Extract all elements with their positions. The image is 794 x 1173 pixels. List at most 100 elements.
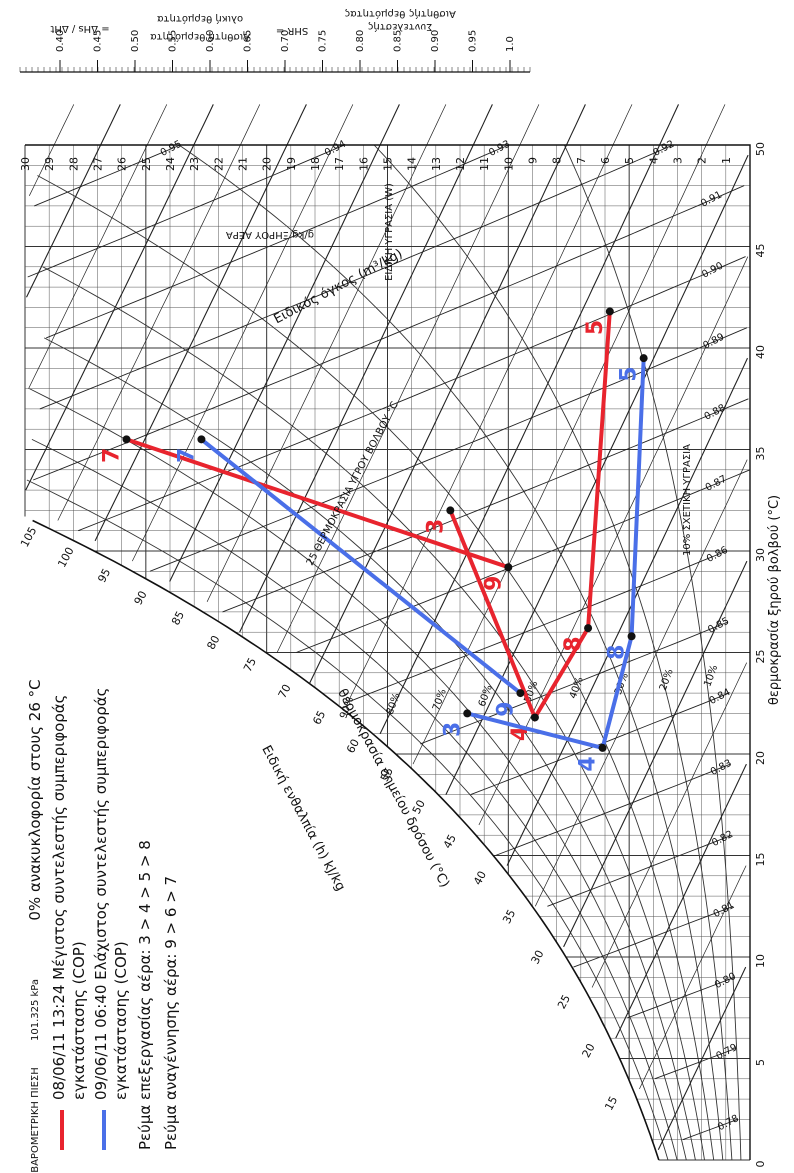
data-point bbox=[504, 563, 513, 572]
volume-tick-label: 0.84 bbox=[708, 687, 733, 707]
y-tick-label: 29 bbox=[43, 157, 56, 171]
data-point-label: 8 bbox=[605, 645, 630, 660]
data-point-label: 9 bbox=[481, 576, 506, 591]
y-axis-unit: g/kg ΞΗΡΟΥ ΑΕΡΑ bbox=[226, 229, 314, 240]
data-point bbox=[197, 435, 206, 444]
enthalpy-label: Ειδική ενθαλπία (h) kJ/kg bbox=[258, 743, 348, 893]
data-point bbox=[627, 632, 636, 641]
enthalpy-tick-label: 25 bbox=[555, 993, 573, 1011]
pressure-value: 101.325 kPa bbox=[30, 979, 41, 1041]
enthalpy-line bbox=[57, 104, 261, 521]
shr-tick-label: 0.95 bbox=[468, 30, 479, 52]
enthalpy-line bbox=[379, 104, 679, 734]
y-tick-label: 23 bbox=[188, 157, 201, 171]
series-2: 3 4 8 5 9 7 bbox=[174, 354, 648, 772]
enthalpy-line bbox=[506, 357, 748, 866]
x-tick-label: 45 bbox=[754, 244, 767, 258]
enthalpy-line bbox=[534, 459, 748, 907]
volume-tick-label: 0.88 bbox=[703, 403, 728, 423]
volume-line bbox=[420, 621, 729, 745]
volume-tick-label: 0.89 bbox=[701, 332, 726, 352]
enthalpy-tick-label: 15 bbox=[602, 1094, 620, 1112]
data-point-label: 3 bbox=[423, 519, 448, 534]
enthalpy-line bbox=[347, 104, 633, 704]
enthalpy-line bbox=[131, 104, 354, 562]
y-tick-label: 5 bbox=[623, 157, 636, 164]
volume-tick-label: 0.94 bbox=[323, 139, 348, 159]
enthalpy-tick-label: 20 bbox=[580, 1041, 598, 1059]
enthalpy-tick-label: 65 bbox=[310, 708, 328, 726]
series-line bbox=[465, 356, 646, 751]
volume-tick-label: 0.78 bbox=[716, 1113, 741, 1133]
legend-series2-line2: εγκατάστασης (COP) bbox=[112, 941, 130, 1100]
enthalpy-line bbox=[591, 662, 748, 988]
legend-series2-line1: 09/06/11 06:40 Ελάχιστος συντελεστής συμ… bbox=[92, 688, 110, 1100]
volume-line bbox=[495, 763, 731, 856]
volume-line bbox=[149, 327, 748, 572]
y-tick-label: 9 bbox=[527, 157, 540, 164]
y-tick-label: 22 bbox=[212, 157, 225, 171]
y-tick-label: 16 bbox=[357, 157, 370, 171]
data-point-label: 5 bbox=[583, 320, 608, 335]
pressure-label: ΒΑΡΟΜΕΤΡΙΚΗ ΠΙΕΣΗ bbox=[30, 1067, 41, 1173]
shr-tick-label: 0.70 bbox=[280, 30, 291, 52]
shr-tick-label: 0.85 bbox=[393, 30, 404, 52]
enthalpy-line bbox=[412, 104, 726, 765]
enthalpy-line bbox=[28, 104, 168, 389]
volume-line bbox=[296, 469, 751, 653]
x-axis-label: θερμοκρασία ξηρού βολβού (°C) bbox=[767, 495, 782, 705]
enthalpy-tick-label: 85 bbox=[169, 609, 187, 627]
enthalpy-tick-label: 105 bbox=[18, 525, 39, 550]
shr-tick-label: 0.55 bbox=[168, 30, 179, 52]
x-tick-label: 25 bbox=[754, 650, 767, 664]
rh-curve bbox=[563, 144, 742, 1161]
x-tick-label: 0 bbox=[754, 1161, 767, 1168]
rh-curve bbox=[42, 266, 705, 1161]
y-tick-label: 4 bbox=[647, 157, 660, 164]
enthalpy-tick-label: 30 bbox=[529, 948, 547, 966]
enthalpy-line bbox=[276, 104, 540, 653]
y-tick-label: 17 bbox=[333, 157, 346, 171]
volume-line bbox=[627, 976, 735, 1019]
rh-tick-label: 60% bbox=[477, 684, 495, 709]
x-tick-label: 20 bbox=[754, 751, 767, 765]
rh-curve bbox=[29, 388, 687, 1161]
shr-protractor: 0.40 0.45 0.50 0.55 0.60 0.65 0.70 0.75 0.80 0.85… bbox=[19, 30, 531, 73]
volume-tick-label: 0.86 bbox=[705, 545, 730, 565]
volume-tick-label: 0.91 bbox=[699, 189, 724, 209]
series-line bbox=[124, 437, 511, 570]
data-point-label: 5 bbox=[617, 366, 642, 381]
data-point bbox=[639, 354, 648, 363]
volume-line bbox=[27, 144, 345, 278]
rh-tick-label: 70% bbox=[431, 688, 449, 713]
y-tick-label: 14 bbox=[406, 157, 419, 171]
volume-tick-label: 0.90 bbox=[700, 261, 725, 281]
enthalpy-tick-label: 55 bbox=[378, 765, 396, 783]
y-tick-label: 18 bbox=[309, 157, 322, 171]
legend: ΒΑΡΟΜΕΤΡΙΚΗ ΠΙΕΣΗ 101.325 kPa 0% ανακυκλ… bbox=[26, 679, 180, 1172]
volume-tick-label: 0.79 bbox=[714, 1042, 739, 1062]
enthalpy-tick-label: 50 bbox=[410, 798, 428, 816]
shr-tick-label: 0.90 bbox=[430, 30, 441, 52]
enthalpy-tick-label: 45 bbox=[441, 832, 459, 850]
shr-tick-label: 0.45 bbox=[93, 30, 104, 52]
y-tick-label: 13 bbox=[430, 157, 443, 171]
enthalpy-line bbox=[639, 865, 747, 1090]
y-tick-label: 3 bbox=[672, 157, 685, 164]
enthalpy-line bbox=[615, 763, 747, 1039]
series-line bbox=[199, 437, 523, 696]
series-line bbox=[448, 309, 612, 722]
y-tick-label: 25 bbox=[140, 157, 153, 171]
chart-frame bbox=[25, 144, 751, 1160]
enthalpy-tick-label: 40 bbox=[471, 869, 489, 887]
y-tick-label: 2 bbox=[696, 157, 709, 164]
volume-line bbox=[547, 834, 732, 907]
rh-curve bbox=[178, 144, 724, 1161]
rh-curve bbox=[26, 479, 669, 1161]
shr-formula-den: ολική θερμότητα bbox=[157, 13, 244, 25]
y-tick-label: 12 bbox=[454, 157, 467, 171]
shr-tick-label: 0.75 bbox=[318, 30, 329, 52]
enthalpy-tick-label: 60 bbox=[344, 737, 362, 755]
x-tick-label: 35 bbox=[754, 447, 767, 461]
